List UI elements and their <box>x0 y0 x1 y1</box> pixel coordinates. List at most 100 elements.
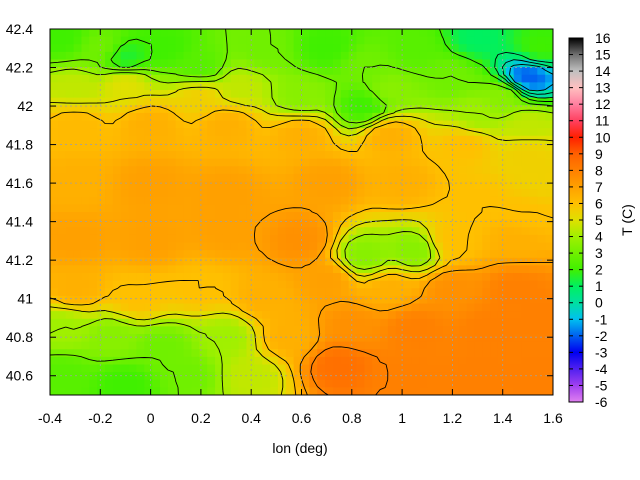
field-cell <box>450 326 460 335</box>
field-cell <box>474 158 483 167</box>
field-cell <box>97 219 106 228</box>
field-cell <box>395 341 405 350</box>
field-cell <box>120 158 130 167</box>
field-cell <box>152 341 161 350</box>
field-cell <box>356 36 365 45</box>
field-cell <box>238 341 248 350</box>
field-cell <box>152 250 161 259</box>
field-cell <box>293 196 303 205</box>
field-cell <box>128 257 138 266</box>
field-cell <box>167 311 177 320</box>
field-cell <box>490 311 499 320</box>
field-cell <box>387 295 397 305</box>
field-cell <box>112 288 122 297</box>
field-cell <box>364 173 373 183</box>
field-cell <box>364 151 373 160</box>
field-cell <box>372 242 381 251</box>
field-cell <box>144 143 153 152</box>
field-cell <box>50 311 59 320</box>
field-cell <box>317 379 326 388</box>
field-cell <box>513 29 523 38</box>
field-cell <box>403 303 413 312</box>
field-cell <box>332 143 342 152</box>
field-cell <box>537 234 546 244</box>
field-cell <box>537 36 546 45</box>
field-cell <box>387 227 397 236</box>
field-cell <box>89 166 98 175</box>
field-cell <box>120 196 130 205</box>
field-cell <box>293 212 303 221</box>
field-cell <box>112 295 122 305</box>
field-cell <box>513 128 523 137</box>
field-cell <box>513 173 523 183</box>
field-cell <box>545 196 553 205</box>
field-cell <box>482 120 491 129</box>
field-cell <box>152 356 161 366</box>
field-cell <box>301 97 310 106</box>
field-cell <box>395 250 405 259</box>
field-cell <box>545 341 553 350</box>
field-cell <box>521 227 531 236</box>
field-cell <box>199 181 208 190</box>
field-cell <box>183 173 193 183</box>
field-cell <box>419 90 428 99</box>
field-cell <box>505 311 515 320</box>
field-cell <box>419 196 428 205</box>
field-cell <box>199 36 208 45</box>
field-cell <box>442 44 452 53</box>
field-cell <box>222 349 232 358</box>
field-cell <box>419 387 428 395</box>
field-cell <box>222 311 232 320</box>
field-cell <box>380 29 389 38</box>
field-cell <box>529 273 538 282</box>
field-cell <box>490 29 499 38</box>
field-cell <box>529 173 538 183</box>
field-cell <box>215 173 224 183</box>
field-cell <box>317 97 326 106</box>
field-cell <box>81 364 90 373</box>
y-tick-label: 40.6 <box>6 368 33 384</box>
field-cell <box>537 128 546 137</box>
field-cell <box>442 379 452 388</box>
field-cell <box>160 227 169 236</box>
field-cell <box>450 364 460 373</box>
field-cell <box>215 387 224 395</box>
field-cell <box>105 318 114 327</box>
field-cell <box>238 295 248 305</box>
colorbar-tick-label: 13 <box>595 80 611 96</box>
field-cell <box>293 82 303 91</box>
field-cell <box>537 59 546 68</box>
field-cell <box>380 280 389 289</box>
field-cell <box>105 234 114 244</box>
field-cell <box>207 387 216 395</box>
field-cell <box>474 97 483 106</box>
field-cell <box>521 120 531 129</box>
field-cell <box>152 181 161 190</box>
field-cell <box>497 311 507 320</box>
field-cell <box>277 326 287 335</box>
field-cell <box>490 51 499 61</box>
field-cell <box>395 379 405 388</box>
field-cell <box>427 82 436 91</box>
field-cell <box>215 120 224 129</box>
field-cell <box>246 250 255 259</box>
field-cell <box>144 364 153 373</box>
field-cell <box>128 204 138 213</box>
field-cell <box>73 90 83 99</box>
field-cell <box>167 196 177 205</box>
field-cell <box>435 379 444 388</box>
field-cell <box>490 219 499 228</box>
field-cell <box>340 295 350 305</box>
field-cell <box>521 158 531 167</box>
field-cell <box>81 234 90 244</box>
field-cell <box>238 128 248 137</box>
field-cell <box>222 112 232 122</box>
field-cell <box>215 44 224 53</box>
field-cell <box>411 135 420 144</box>
field-cell <box>285 288 295 297</box>
field-cell <box>112 356 122 366</box>
field-cell <box>403 356 413 366</box>
field-cell <box>537 257 546 266</box>
field-cell <box>183 82 193 91</box>
field-cell <box>262 135 271 144</box>
